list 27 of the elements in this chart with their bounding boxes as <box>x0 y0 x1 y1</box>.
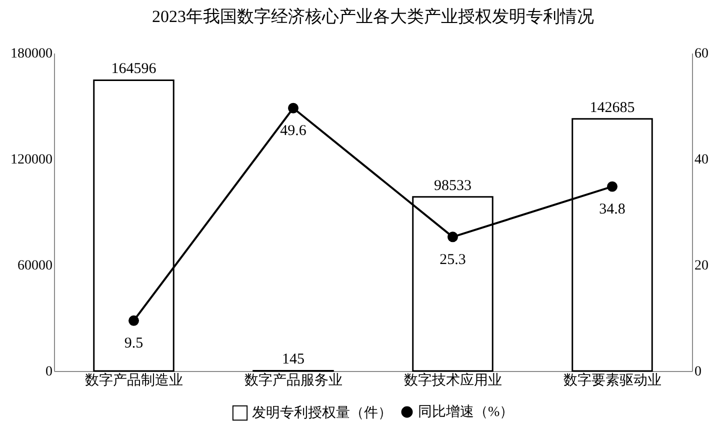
y2-tick-label: 0 <box>694 364 702 380</box>
y2-tick-label: 40 <box>694 152 708 168</box>
x-tick-label: 数字产品服务业 <box>244 372 342 388</box>
data-label: 34.8 <box>599 202 626 218</box>
y-tick-label: 0 <box>46 364 52 380</box>
data-label: 142685 <box>590 100 635 116</box>
x-tick-label: 数字技术应用业 <box>404 372 502 388</box>
y2-tick-label: 60 <box>694 46 708 62</box>
y-tick-label: 60000 <box>18 258 52 274</box>
legend-label: 同比增速（%） <box>418 404 514 420</box>
point <box>448 232 458 242</box>
point <box>607 181 618 192</box>
data-label: 25.3 <box>440 252 466 268</box>
y2-tick-label: 20 <box>694 258 708 274</box>
point <box>128 315 139 326</box>
y-tick-label: 180000 <box>10 46 52 62</box>
data-label: 164596 <box>111 61 157 78</box>
x-tick-label: 数字要素驱动业 <box>563 372 662 388</box>
data-label: 98533 <box>434 178 472 194</box>
point <box>288 102 298 114</box>
data-label: 49.6 <box>280 123 307 140</box>
data-label: 145 <box>282 352 304 368</box>
legend-label: 发明专利授权量（件） <box>252 405 392 421</box>
chart-title: 2023年我国数字经济核心产业各大类产业授权发明专利情况 <box>152 7 594 26</box>
y-tick-label: 120000 <box>10 152 52 168</box>
data-label: 9.5 <box>124 336 144 352</box>
x-tick-label: 数字产品制造业 <box>84 372 183 388</box>
